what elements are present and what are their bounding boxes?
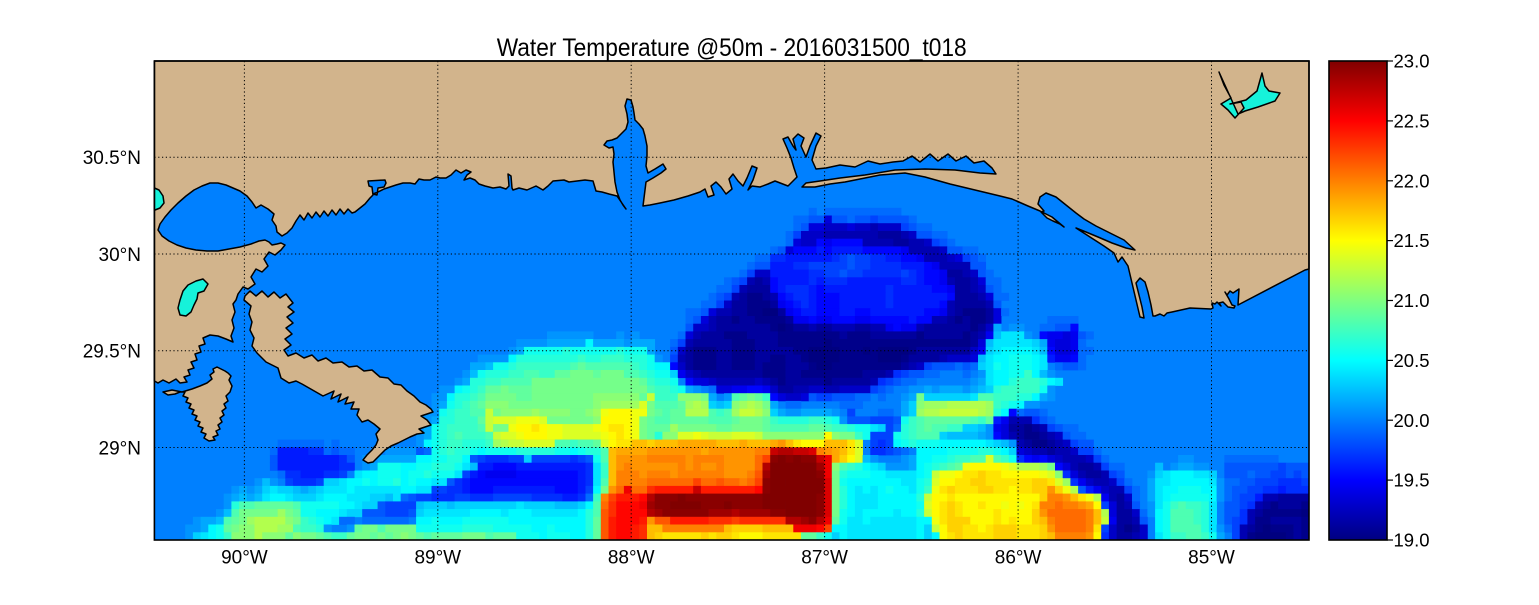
svg-text:19.5: 19.5 [1394,470,1430,491]
svg-text:20.5: 20.5 [1394,350,1430,371]
svg-text:22.0: 22.0 [1394,170,1430,191]
svg-text:29°N: 29°N [99,438,141,459]
svg-text:20.0: 20.0 [1394,410,1430,431]
svg-text:30°N: 30°N [99,245,141,266]
svg-text:90°W: 90°W [221,548,268,569]
svg-text:30.5°N: 30.5°N [83,148,141,169]
svg-text:87°W: 87°W [801,548,848,569]
svg-text:23.0: 23.0 [1394,51,1430,72]
svg-text:22.5: 22.5 [1394,111,1430,132]
svg-text:85°W: 85°W [1188,548,1235,569]
svg-text:21.5: 21.5 [1394,230,1430,251]
svg-text:19.0: 19.0 [1394,530,1430,551]
svg-text:86°W: 86°W [995,548,1042,569]
svg-text:29.5°N: 29.5°N [83,342,141,363]
svg-text:89°W: 89°W [414,548,461,569]
svg-text:88°W: 88°W [608,548,655,569]
svg-text:Water Temperature @50m - 20160: Water Temperature @50m - 2016031500_t018 [497,34,967,62]
svg-text:21.0: 21.0 [1394,290,1430,311]
